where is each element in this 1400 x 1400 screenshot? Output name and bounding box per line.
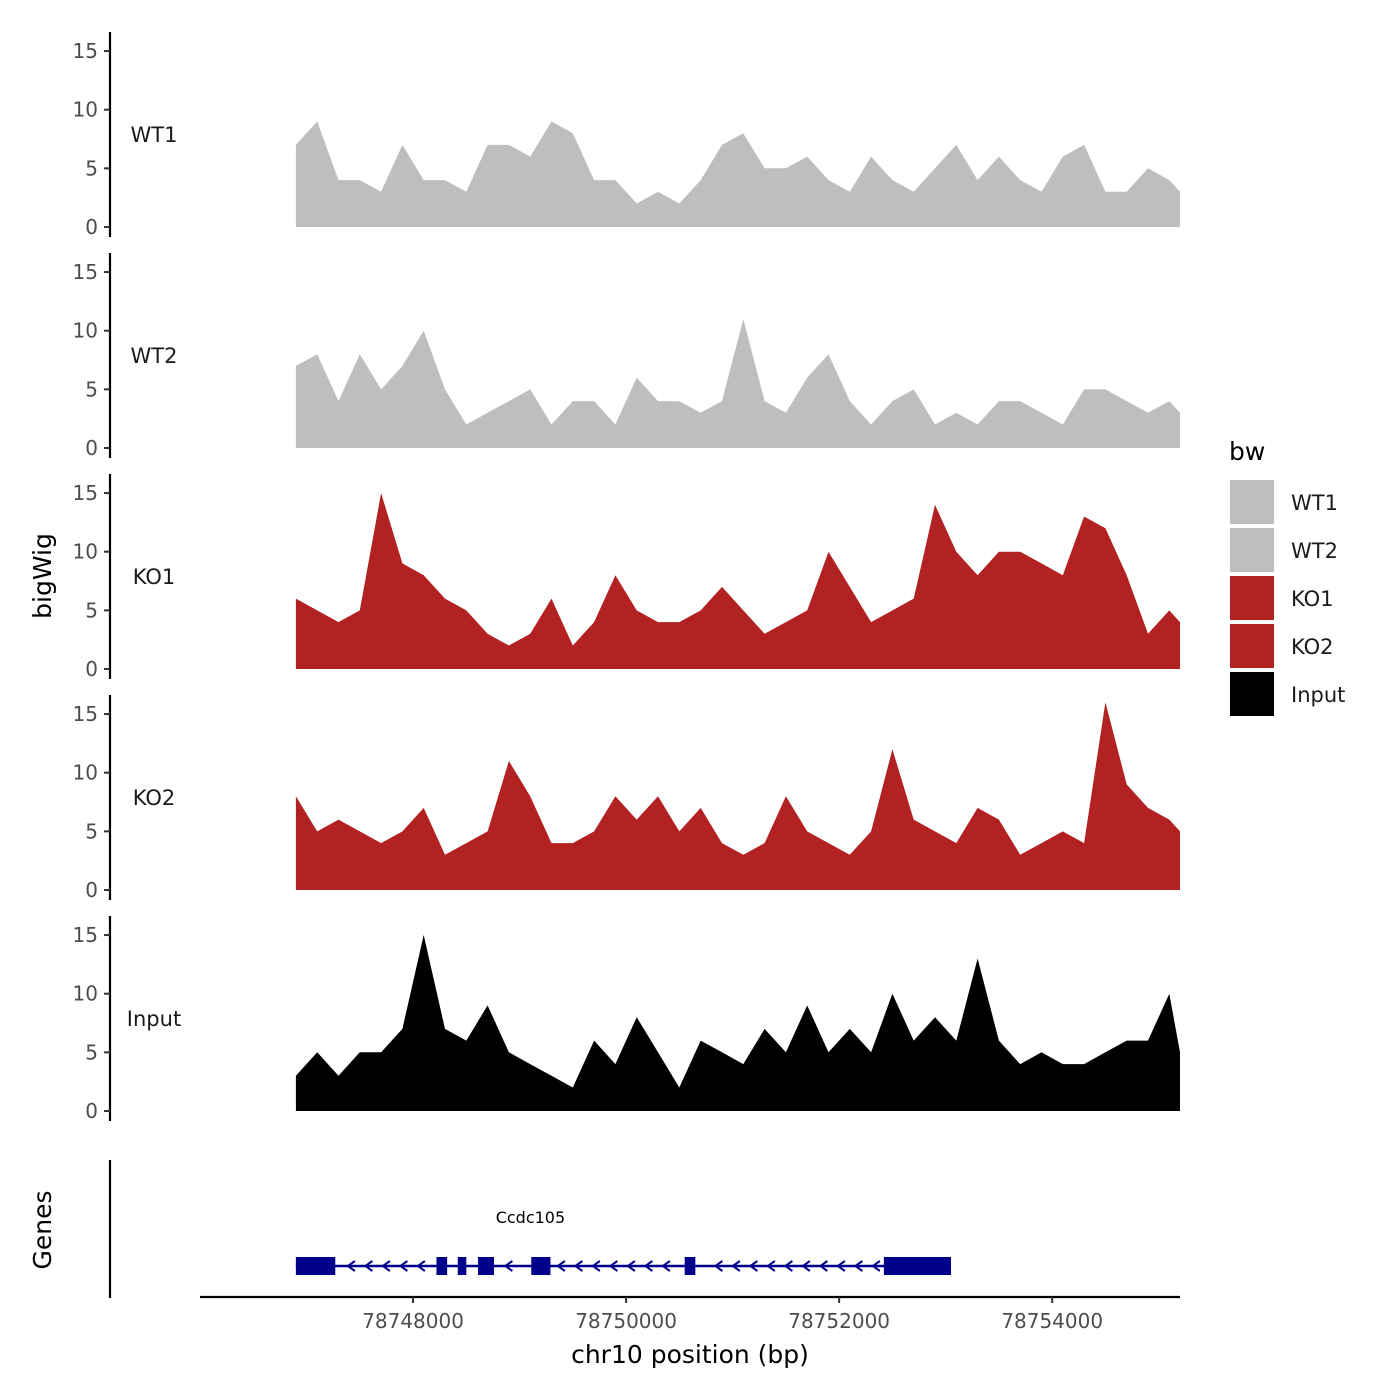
y-tick-label: 10 [73, 319, 98, 343]
legend-key-ko2 [1230, 624, 1274, 668]
strand-arrow [853, 1260, 863, 1272]
legend-key-wt2 [1230, 528, 1274, 572]
legend-key-ko1 [1230, 576, 1274, 620]
y-tick-label: 15 [73, 39, 98, 63]
legend-label-wt2: WT2 [1291, 539, 1338, 563]
track-label-wt1: WT1 [131, 123, 178, 147]
gene-exon [478, 1257, 494, 1275]
x-tick-label: 78752000 [788, 1309, 890, 1333]
signal-area-ko2 [295, 702, 1180, 890]
y-tick-label: 5 [85, 377, 98, 401]
track-panel-ko1: 0 5 10 15 KO1 [73, 474, 1180, 681]
y-tick-label: 0 [85, 1099, 98, 1123]
y-tick-label: 5 [85, 156, 98, 180]
signal-area-wt1 [295, 51, 1180, 227]
x-tick-label: 78748000 [362, 1309, 464, 1333]
legend-label-ko1: KO1 [1291, 587, 1334, 611]
x-tick-label: 78750000 [575, 1309, 677, 1333]
strand-arrow [398, 1260, 408, 1272]
strand-arrow [573, 1260, 583, 1272]
x-tick-label: 78754000 [1001, 1309, 1103, 1333]
gene-exon [436, 1257, 448, 1275]
strand-arrow [556, 1260, 566, 1272]
y-tick-label: 5 [85, 1040, 98, 1064]
gene-exon [684, 1257, 696, 1275]
strand-arrow [381, 1260, 391, 1272]
strand-arrow [783, 1260, 793, 1272]
y-tick-label: 10 [73, 761, 98, 785]
y-tick-label: 0 [85, 436, 98, 460]
strand-arrow [346, 1260, 356, 1272]
gene-track-title: Genes [28, 1190, 57, 1269]
strand-arrow [766, 1260, 776, 1272]
strand-arrow [416, 1260, 426, 1272]
gene-track: Ccdc105 [108, 1160, 951, 1298]
y-tick-label: 10 [73, 98, 98, 122]
legend: bw WT1 WT2 KO1 KO2 Input [1229, 437, 1345, 716]
track-panel-wt1: 0 5 10 15 WT1 [73, 32, 1180, 239]
legend-label-ko2: KO2 [1291, 635, 1334, 659]
track-panel-wt2: 0 5 10 15 WT2 [73, 253, 1180, 460]
signal-area-ko1 [295, 493, 1180, 669]
legend-title: bw [1229, 437, 1265, 466]
y-tick-label: 15 [73, 923, 98, 947]
strand-arrow [713, 1260, 723, 1272]
strand-arrow [363, 1260, 373, 1272]
y-tick-label: 0 [85, 878, 98, 902]
legend-key-wt1 [1230, 480, 1274, 524]
y-tick-label: 15 [73, 481, 98, 505]
gene-exon [531, 1257, 551, 1275]
track-panel-ko2: 0 5 10 15 KO2 [73, 695, 1180, 902]
strand-arrow [818, 1260, 828, 1272]
gene-exon [883, 1257, 951, 1275]
y-tick-label: 10 [73, 982, 98, 1006]
y-tick-label: 0 [85, 657, 98, 681]
strand-arrow [661, 1260, 671, 1272]
gene-exon [295, 1257, 336, 1275]
x-axis: 78748000 78750000 78752000 78754000 [200, 1295, 1180, 1333]
strand-arrow [748, 1260, 758, 1272]
legend-label-wt1: WT1 [1291, 491, 1338, 515]
legend-key-input [1230, 672, 1274, 716]
strand-arrow [871, 1260, 881, 1272]
strand-arrow [643, 1260, 653, 1272]
signal-area-input [295, 935, 1180, 1111]
y-tick-label: 0 [85, 215, 98, 239]
strand-arrow [731, 1260, 741, 1272]
track-label-wt2: WT2 [131, 344, 178, 368]
strand-arrow [836, 1260, 846, 1272]
y-tick-label: 15 [73, 260, 98, 284]
x-axis-title: chr10 position (bp) [571, 1340, 809, 1369]
gene-name-label: Ccdc105 [496, 1208, 565, 1227]
strand-arrow [608, 1260, 618, 1272]
y-axis-title: bigWig [28, 533, 57, 619]
strand-arrow [626, 1260, 636, 1272]
track-label-input: Input [127, 1007, 181, 1031]
y-tick-label: 15 [73, 702, 98, 726]
track-label-ko1: KO1 [133, 565, 176, 589]
strand-arrow [503, 1260, 513, 1272]
track-label-ko2: KO2 [133, 786, 176, 810]
signal-area-wt2 [295, 307, 1180, 448]
track-panel-input: 0 5 10 15 Input [73, 916, 1180, 1123]
y-tick-label: 5 [85, 598, 98, 622]
strand-arrow [591, 1260, 601, 1272]
y-tick-label: 10 [73, 540, 98, 564]
gene-exon [457, 1257, 467, 1275]
track-panels: 0 5 10 15 WT1 0 5 10 15 WT2 0 5 10 15 KO1 0 5 10 15 KO2 0 5 10… [73, 32, 1180, 1123]
legend-label-input: Input [1291, 683, 1345, 707]
strand-arrow [801, 1260, 811, 1272]
y-tick-label: 5 [85, 819, 98, 843]
